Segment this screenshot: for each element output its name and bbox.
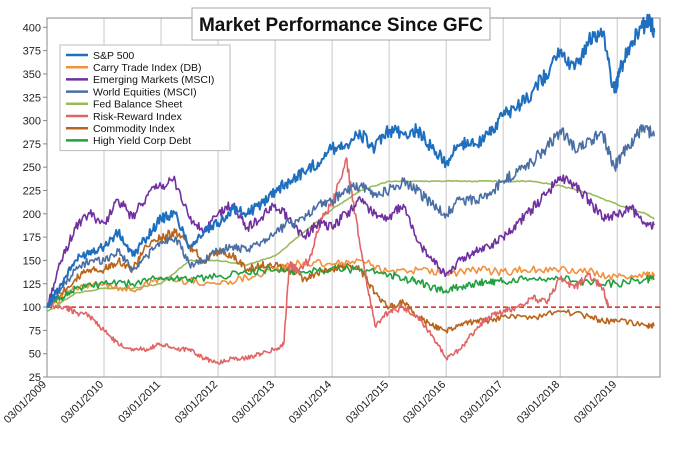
series-line-high-yield-corp-debt bbox=[46, 264, 655, 309]
legend-entry: Commodity Index bbox=[93, 123, 175, 135]
y-tick-label: 175 bbox=[23, 232, 41, 244]
legend-entry: Carry Trade Index (DB) bbox=[93, 62, 202, 74]
legend-entry: Risk-Reward Index bbox=[93, 111, 182, 123]
title-box: Market Performance Since GFC bbox=[191, 7, 491, 41]
y-tick-label: 125 bbox=[23, 279, 41, 291]
y-tick-label: 250 bbox=[23, 162, 41, 174]
y-tick-label: 100 bbox=[23, 302, 41, 314]
chart-title: Market Performance Since GFC bbox=[199, 15, 483, 36]
y-axis: 25 50 75 100 125 150 175 200 225 250 275 300 325 350 3… bbox=[23, 22, 47, 384]
y-tick-label: 300 bbox=[23, 116, 41, 128]
y-tick-label: 225 bbox=[23, 186, 41, 198]
y-tick-label: 25 bbox=[29, 372, 41, 384]
series-line-world-equities-msci bbox=[46, 124, 656, 308]
series-line-s-p-500 bbox=[46, 13, 656, 308]
y-tick-label: 75 bbox=[29, 325, 41, 337]
series-line-commodity-index bbox=[46, 228, 655, 334]
y-tick-label: 200 bbox=[23, 209, 41, 221]
series-line-carry-trade-index-db bbox=[46, 258, 656, 308]
y-tick-label: 50 bbox=[29, 349, 41, 361]
series-lines bbox=[46, 13, 656, 366]
y-tick-label: 350 bbox=[23, 69, 41, 81]
legend-entry: Fed Balance Sheet bbox=[93, 99, 182, 111]
series-line-emerging-markets-msci bbox=[46, 174, 655, 308]
legend-entry: High Yield Corp Debt bbox=[93, 135, 191, 147]
y-tick-label: 325 bbox=[23, 92, 41, 104]
legend-entry: S&P 500 bbox=[93, 50, 134, 62]
series-line-risk-reward-index bbox=[46, 157, 610, 366]
y-tick-label: 400 bbox=[23, 22, 41, 34]
y-tick-label: 275 bbox=[23, 139, 41, 151]
y-tick-label: 150 bbox=[23, 255, 41, 267]
legend-box bbox=[59, 44, 231, 152]
legend-entry: World Equities (MSCI) bbox=[93, 86, 197, 98]
y-tick-label: 375 bbox=[23, 46, 41, 58]
legend-entry: Emerging Markets (MSCI) bbox=[93, 74, 214, 86]
